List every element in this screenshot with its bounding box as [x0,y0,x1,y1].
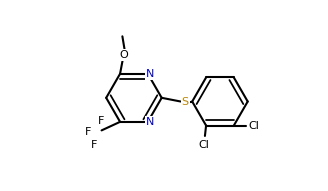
Text: Cl: Cl [249,121,260,130]
Text: F: F [85,127,91,137]
Text: F: F [91,140,97,150]
Text: N: N [146,117,154,127]
Text: N: N [146,69,154,79]
Text: S: S [182,96,189,107]
Text: O: O [120,50,129,60]
Text: Cl: Cl [199,139,210,150]
Text: F: F [98,116,104,126]
